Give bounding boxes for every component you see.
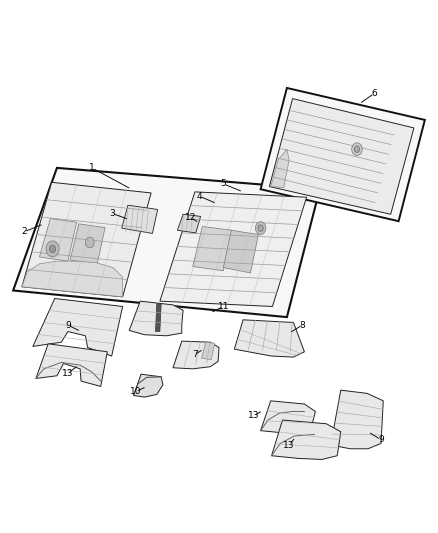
Polygon shape <box>13 168 320 317</box>
Polygon shape <box>331 390 383 449</box>
Polygon shape <box>36 344 107 386</box>
Polygon shape <box>193 227 232 271</box>
Text: 1: 1 <box>89 164 95 172</box>
Circle shape <box>354 146 360 152</box>
Text: 9: 9 <box>378 435 384 444</box>
Text: 9: 9 <box>65 321 71 329</box>
Circle shape <box>255 222 266 235</box>
Text: 5: 5 <box>220 180 226 188</box>
Polygon shape <box>223 230 258 273</box>
Text: 13: 13 <box>283 441 295 449</box>
Polygon shape <box>22 182 151 297</box>
Polygon shape <box>122 205 158 233</box>
Polygon shape <box>269 99 414 214</box>
Polygon shape <box>173 341 219 369</box>
Polygon shape <box>261 88 425 221</box>
Text: 13: 13 <box>62 369 74 377</box>
Text: 13: 13 <box>248 411 260 420</box>
Polygon shape <box>234 320 304 357</box>
Text: 2: 2 <box>21 228 27 236</box>
Polygon shape <box>201 342 215 360</box>
Circle shape <box>46 241 59 257</box>
Polygon shape <box>155 304 161 332</box>
Polygon shape <box>271 149 289 188</box>
Polygon shape <box>70 224 105 264</box>
Polygon shape <box>160 192 307 306</box>
Circle shape <box>85 237 94 248</box>
Text: 3: 3 <box>109 209 115 217</box>
Circle shape <box>352 143 362 156</box>
Text: 12: 12 <box>185 213 196 222</box>
Circle shape <box>258 225 263 231</box>
Text: 7: 7 <box>192 350 198 359</box>
Text: 6: 6 <box>371 89 378 98</box>
Polygon shape <box>33 298 123 356</box>
Polygon shape <box>129 301 183 336</box>
Text: 11: 11 <box>218 302 229 311</box>
Text: 10: 10 <box>130 387 141 396</box>
Text: 8: 8 <box>299 321 305 329</box>
Polygon shape <box>22 261 123 297</box>
Polygon shape <box>39 219 77 261</box>
Polygon shape <box>272 420 341 459</box>
Text: 4: 4 <box>197 192 202 200</box>
Polygon shape <box>177 214 201 233</box>
Polygon shape <box>134 374 163 397</box>
Circle shape <box>49 245 56 253</box>
Polygon shape <box>261 401 315 434</box>
